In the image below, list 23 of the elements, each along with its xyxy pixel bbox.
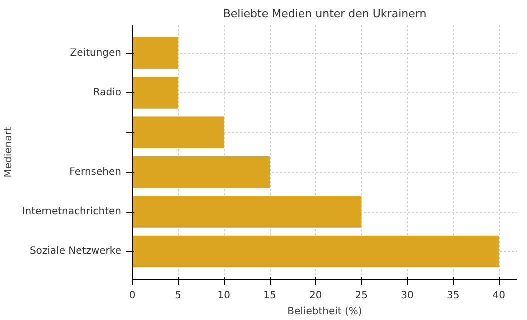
- chart-title: Beliebte Medien unter den Ukrainern: [223, 8, 427, 20]
- x-tick-label: 10: [218, 290, 231, 302]
- y-axis-title: Medienart: [3, 127, 14, 178]
- x-tick-label: 40: [492, 290, 506, 302]
- y-tick-label: Zeitungen: [70, 48, 122, 59]
- x-tick-label: 15: [264, 290, 276, 302]
- bar: [132, 236, 500, 268]
- bar: [132, 156, 270, 188]
- y-tick-label: Soziale Netzwerke: [30, 246, 122, 258]
- bar: [132, 37, 178, 70]
- x-tick-label: 5: [175, 290, 182, 302]
- bar: [132, 196, 362, 228]
- bar: [132, 116, 224, 149]
- bar: [132, 77, 178, 109]
- y-tick-label: Internetnachrichten: [22, 206, 122, 218]
- x-tick-label: 30: [401, 290, 414, 302]
- x-tick-label: 0: [129, 290, 136, 302]
- x-tick-label: 35: [446, 290, 460, 302]
- x-tick-label: 20: [309, 290, 322, 302]
- x-axis-title: Beliebtheit (%): [288, 306, 362, 318]
- x-tick-label: 25: [355, 290, 368, 302]
- y-tick-label: Radio: [93, 87, 122, 98]
- y-tick-label: Fernsehen: [70, 166, 122, 178]
